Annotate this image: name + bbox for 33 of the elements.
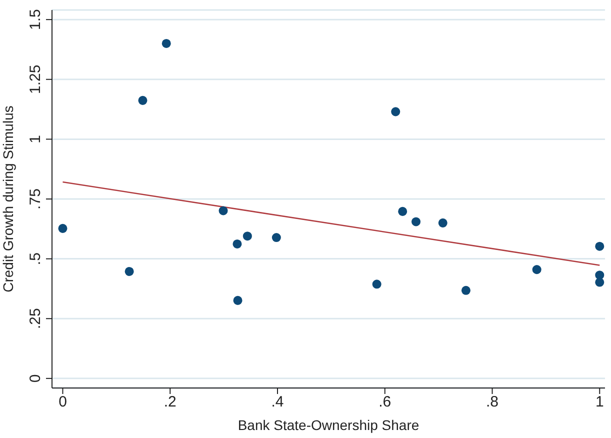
- point: [218, 206, 228, 216]
- y-tick-label: 1.25: [27, 64, 44, 94]
- point: [412, 217, 421, 226]
- point: [232, 239, 242, 248]
- y-tick-label: 0: [27, 374, 44, 383]
- y-tick-label: .25: [27, 308, 44, 330]
- y-tick-label: 1: [27, 135, 44, 144]
- point: [461, 286, 470, 295]
- point: [372, 280, 382, 289]
- y-axis-title: Credit Growth during Stimulus: [0, 106, 16, 292]
- x-tick-label: .2: [164, 394, 176, 411]
- point: [124, 266, 134, 276]
- point: [398, 206, 408, 216]
- x-axis-title: Bank State-Ownership Share: [238, 417, 420, 433]
- y-tick-label: .5: [27, 252, 44, 266]
- point: [595, 242, 604, 251]
- point: [595, 278, 604, 287]
- x-tick-label: .6: [378, 394, 392, 411]
- x-tick-label: 0: [58, 394, 67, 411]
- x-tick-label: 1: [595, 394, 604, 411]
- point: [532, 265, 542, 274]
- x-tick-label: .4: [271, 394, 284, 411]
- point: [233, 296, 242, 305]
- y-tick-label: .75: [27, 188, 44, 210]
- point: [272, 233, 281, 242]
- point: [391, 107, 400, 116]
- point: [438, 218, 448, 228]
- point: [58, 224, 68, 233]
- point: [138, 96, 148, 105]
- x-tick-label: .8: [486, 394, 499, 411]
- point: [242, 232, 252, 241]
- point: [162, 38, 171, 48]
- y-tick-label: 1.5: [27, 9, 44, 30]
